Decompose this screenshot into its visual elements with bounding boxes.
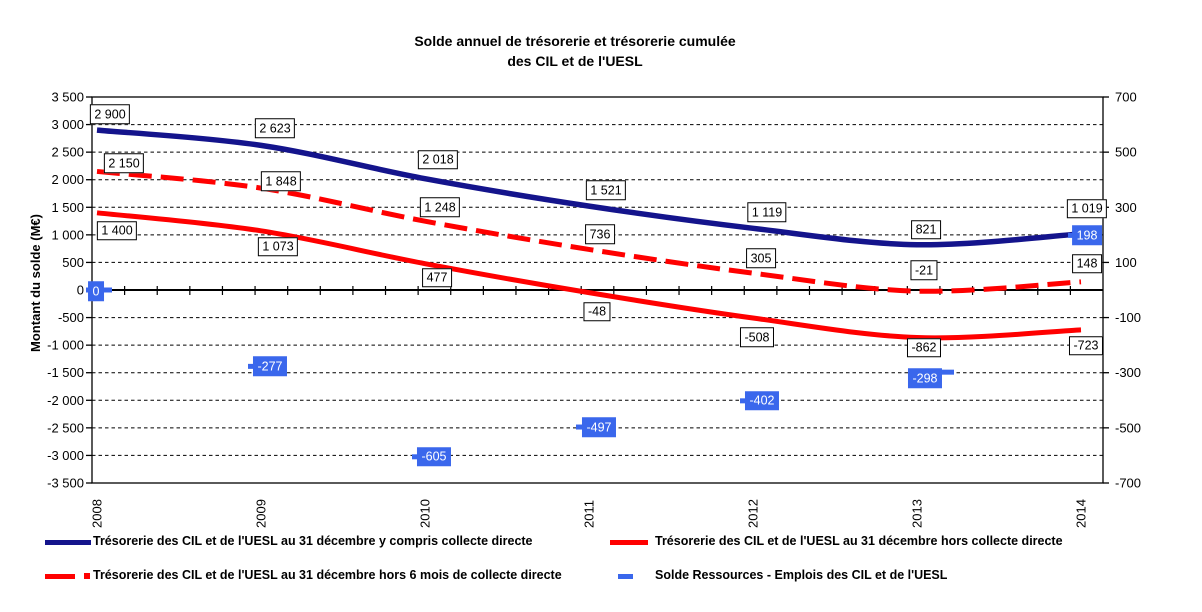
data-label-s0-2012: 1 119 <box>747 202 787 223</box>
series-line-1 <box>96 210 1082 341</box>
data-label-s0-2008: 2 900 <box>89 104 131 124</box>
data-label-s2-2013: -21 <box>910 260 938 280</box>
y-left-tick-label: -1 000 <box>47 338 84 353</box>
y-right-tick-label: 500 <box>1115 145 1137 160</box>
data-label-s0-2010: 2 018 <box>417 149 459 170</box>
y-right-tick-label: 100 <box>1115 255 1137 270</box>
y-right-tick-label: -700 <box>1115 476 1141 491</box>
legend-label-navy: Trésorerie des CIL et de l'UESL au 31 dé… <box>93 534 533 548</box>
x-axis-label: 2014 <box>1074 499 1089 528</box>
data-label-s1-2013: -862 <box>906 337 942 358</box>
y-axis-title: Montant du solde (M€) <box>28 214 43 352</box>
data-label-s2-2011: 736 <box>585 224 615 245</box>
data-label-s3-2008: 0 <box>88 281 104 301</box>
x-axis-label: 2012 <box>746 499 761 528</box>
data-label-s3-2013: -298 <box>907 368 943 388</box>
chart-title-line1: Solde annuel de trésorerie et trésorerie… <box>414 33 736 49</box>
x-axis-label: 2013 <box>910 499 925 528</box>
x-axis-label: 2011 <box>582 500 597 528</box>
x-axis-label: 2010 <box>418 499 433 528</box>
y-left-tick-label: -1 500 <box>47 365 84 380</box>
data-label-s1-2014: -723 <box>1068 336 1104 356</box>
y-left-tick-label: 2 500 <box>51 145 84 160</box>
series-line-0 <box>96 127 1082 248</box>
y-left-tick-label: -3 000 <box>47 448 84 463</box>
y-left-tick-label: 1 500 <box>51 200 84 215</box>
data-label-s0-2011: 1 521 <box>585 180 627 200</box>
data-label-s1-2012: -508 <box>739 327 775 347</box>
data-label-s1-2011: -48 <box>583 301 611 322</box>
chart-title: Solde annuel de trésorerie et trésorerie… <box>0 31 1150 71</box>
legend-sample-red-square <box>84 573 90 579</box>
y-left-tick-label: -500 <box>58 310 84 325</box>
y-left-tick-label: -3 500 <box>47 476 84 491</box>
data-label-s2-2010: 1 248 <box>419 197 461 217</box>
legend-sample-navy-line <box>45 540 91 545</box>
data-label-s1-2010: 477 <box>422 267 452 288</box>
y-left-tick-label: 500 <box>62 255 84 270</box>
chart-title-line2: des CIL et de l'UESL <box>507 53 643 69</box>
y-right-tick-label: -500 <box>1115 420 1141 435</box>
y-left-tick-label: 2 000 <box>51 172 84 187</box>
y-left-tick-label: -2 500 <box>47 420 84 435</box>
data-label-s3-2014: 198 <box>1072 225 1102 246</box>
data-label-s3-2009: -277 <box>252 356 288 377</box>
data-label-s1-2008: 1 400 <box>96 221 138 241</box>
y-right-tick-label: 700 <box>1115 90 1137 105</box>
y-left-tick-label: 3 500 <box>51 90 84 105</box>
legend-label-blue: Solde Ressources - Emplois des CIL et de… <box>655 568 948 582</box>
y-left-tick-label: -2 000 <box>47 393 84 408</box>
y-left-tick-label: 0 <box>77 283 84 298</box>
y-left-tick-label: 3 000 <box>51 117 84 132</box>
data-label-s3-2011: -497 <box>581 417 617 437</box>
x-axis-label: 2009 <box>254 499 269 528</box>
legend-label-red: Trésorerie des CIL et de l'UESL au 31 dé… <box>655 534 1063 548</box>
y-right-tick-label: -300 <box>1115 365 1141 380</box>
data-label-s3-2012: -402 <box>744 391 780 411</box>
legend-sample-red-dash <box>45 574 75 579</box>
data-label-s0-2014: 1 019 <box>1066 199 1108 219</box>
legend-label-red-dashed: Trésorerie des CIL et de l'UESL au 31 dé… <box>93 568 562 582</box>
legend-sample-red-line <box>610 540 648 545</box>
data-label-s0-2013: 821 <box>911 219 941 240</box>
data-label-s2-2014: 148 <box>1072 254 1102 274</box>
data-label-s1-2009: 1 073 <box>257 237 299 257</box>
legend-sample-blue-dash <box>618 574 633 579</box>
data-label-s2-2008: 2 150 <box>103 153 145 174</box>
y-right-tick-label: -100 <box>1115 310 1141 325</box>
data-label-s3-2010: -605 <box>416 447 452 467</box>
x-axis-label: 2008 <box>90 499 105 528</box>
data-label-s2-2009: 1 848 <box>260 171 302 191</box>
data-label-s0-2009: 2 623 <box>254 118 296 139</box>
y-right-tick-label: 300 <box>1115 200 1137 215</box>
y-left-tick-label: 1 000 <box>51 227 84 242</box>
data-label-s2-2012: 305 <box>746 248 776 268</box>
